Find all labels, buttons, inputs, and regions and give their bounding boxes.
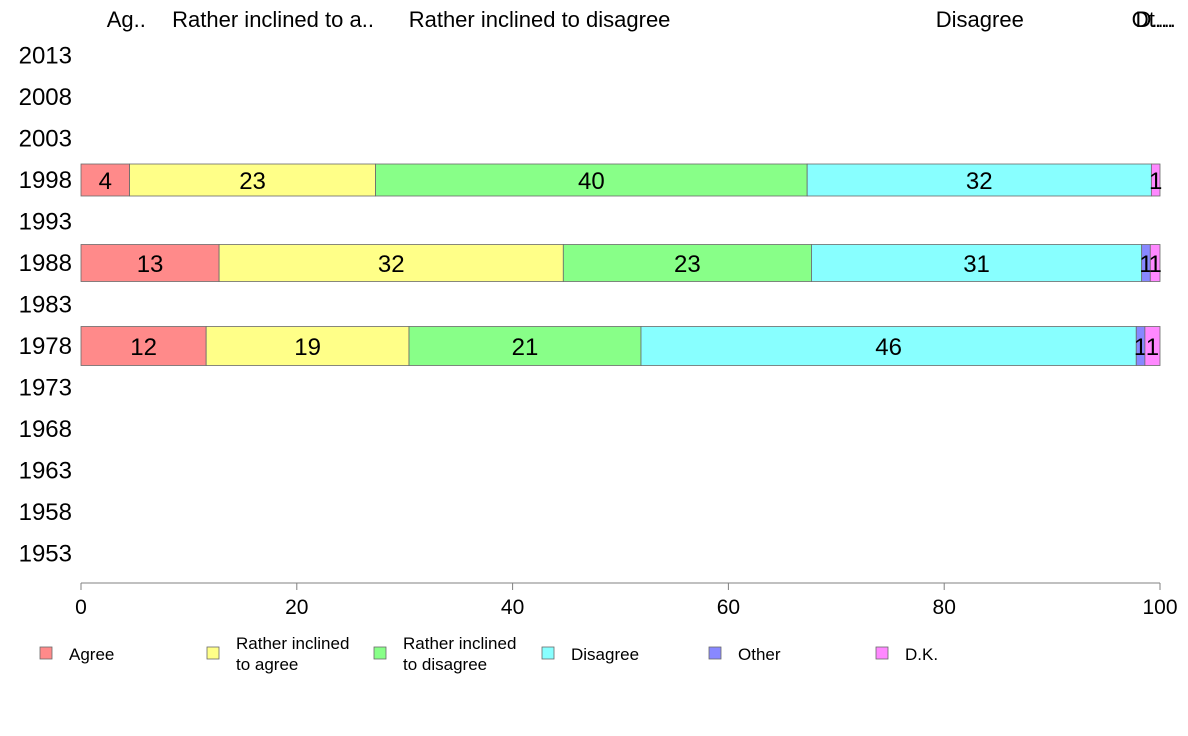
legend-swatch — [708, 646, 722, 660]
bar-segment — [129, 163, 376, 197]
data-label: 40 — [578, 168, 605, 195]
data-label: 23 — [674, 251, 701, 278]
legend-swatch — [373, 646, 387, 660]
bar-segment — [1150, 163, 1161, 197]
year-label: 1978 — [19, 333, 72, 360]
bar-segment — [218, 244, 564, 282]
bar-segment — [1144, 326, 1161, 366]
legend-swatch — [206, 646, 220, 660]
legend-label: to disagree — [403, 655, 487, 674]
legend-label: Agree — [69, 645, 114, 664]
year-label: 1993 — [19, 209, 72, 236]
year-label: 1958 — [19, 499, 72, 526]
bar-segment — [205, 326, 410, 366]
x-tick-label: 60 — [717, 596, 740, 619]
x-tick-label: 20 — [285, 596, 308, 619]
year-label: 2008 — [19, 84, 72, 111]
data-label: 21 — [512, 334, 539, 361]
year-label: 1973 — [19, 375, 72, 402]
year-label: 1963 — [19, 458, 72, 485]
legend-label: Rather inclined — [236, 634, 349, 653]
legend-label: Other — [738, 645, 781, 664]
data-label: 1 — [1139, 251, 1152, 278]
legend: Agree Rather inclined to agree Rather incli… — [39, 634, 938, 674]
bar-segment — [811, 244, 1143, 282]
column-label: Disagree — [936, 7, 1024, 32]
bar-segment — [806, 163, 1152, 197]
year-label: 1953 — [19, 541, 72, 568]
year-label: 1968 — [19, 416, 72, 443]
legend-label: Disagree — [571, 645, 639, 664]
column-label: Rather inclined to a.. — [172, 7, 374, 32]
column-label: Rather inclined to disagree — [409, 7, 671, 32]
data-label: 23 — [239, 168, 266, 195]
data-label: 1 — [1149, 168, 1162, 195]
data-label: 13 — [137, 251, 164, 278]
bar-segment — [80, 244, 220, 282]
year-label: 2003 — [19, 126, 72, 153]
legend-swatch — [39, 646, 53, 660]
bar-segment — [640, 326, 1137, 366]
bar-segment — [80, 163, 130, 197]
data-label: 32 — [378, 251, 405, 278]
data-label: 1 — [1134, 334, 1147, 361]
data-label: 4 — [99, 168, 112, 195]
column-label: D.... — [1136, 7, 1176, 32]
x-tick-label: 0 — [75, 596, 87, 619]
bar-segment — [408, 326, 642, 366]
legend-swatch — [541, 646, 555, 660]
bar-segment — [375, 163, 808, 197]
bar-segment — [562, 244, 812, 282]
x-tick-label: 40 — [501, 596, 524, 619]
legend-label: Rather inclined — [403, 634, 516, 653]
data-label: 1 — [1148, 251, 1161, 278]
bar-segment — [1149, 244, 1161, 282]
data-label: 19 — [294, 334, 321, 361]
data-label: 31 — [963, 251, 990, 278]
year-label: 2013 — [19, 43, 72, 70]
x-axis: 0 20 40 60 80 100 — [75, 582, 1178, 619]
bar-segment — [80, 326, 207, 366]
column-label: Ot... — [1132, 7, 1174, 32]
column-labels: Ag.. Rather inclined to a.. Rather incline… — [107, 7, 1176, 32]
data-label: 32 — [966, 168, 993, 195]
data-label: 12 — [130, 334, 157, 361]
x-tick-label: 80 — [933, 596, 956, 619]
legend-label: D.K. — [905, 645, 938, 664]
year-label: 1983 — [19, 292, 72, 319]
legend-swatch — [875, 646, 889, 660]
year-label: 1998 — [19, 167, 72, 194]
column-label: Ag.. — [107, 7, 146, 32]
year-label: 1988 — [19, 250, 72, 277]
legend-label: to agree — [236, 655, 298, 674]
data-label: 1 — [1146, 334, 1159, 361]
data-label: 46 — [875, 334, 902, 361]
year-axis-labels: 2013 2008 2003 1998 1993 1988 1983 1978 1973 1968… — [19, 43, 72, 568]
x-tick-label: 100 — [1142, 596, 1177, 619]
